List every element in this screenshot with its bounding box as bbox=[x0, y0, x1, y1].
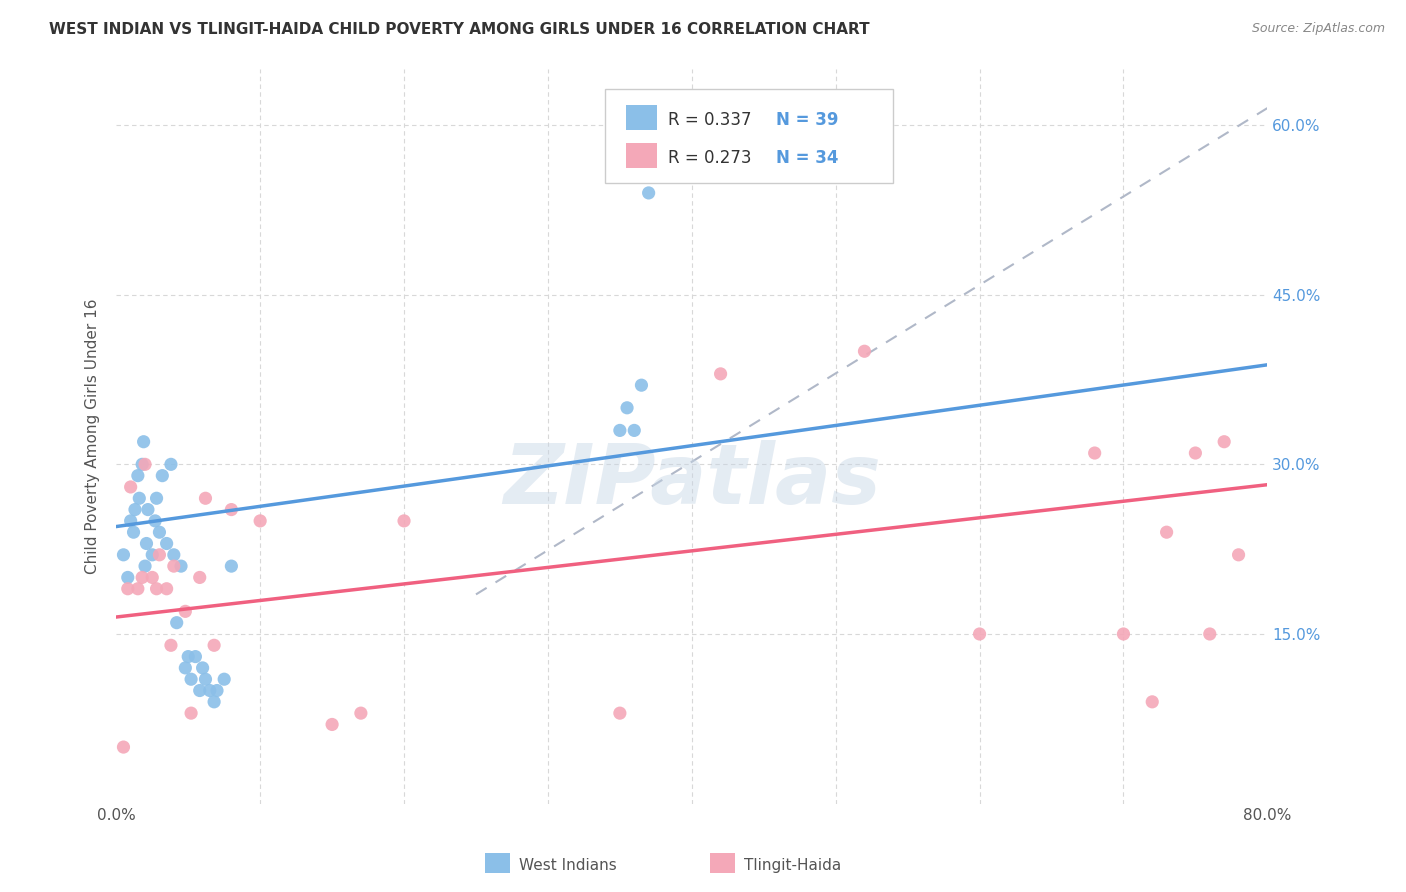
Point bbox=[609, 706, 631, 720]
Text: WEST INDIAN VS TLINGIT-HAIDA CHILD POVERTY AMONG GIRLS UNDER 16 CORRELATION CHAR: WEST INDIAN VS TLINGIT-HAIDA CHILD POVER… bbox=[49, 22, 870, 37]
Point bbox=[1084, 446, 1107, 460]
Point bbox=[120, 480, 142, 494]
Point bbox=[160, 638, 183, 652]
Point bbox=[134, 458, 156, 472]
Point bbox=[853, 344, 876, 359]
Point bbox=[141, 548, 163, 562]
Point bbox=[163, 559, 186, 574]
Point bbox=[180, 706, 202, 720]
Point bbox=[1213, 434, 1236, 449]
Point bbox=[202, 638, 225, 652]
Point bbox=[623, 424, 645, 438]
Text: R = 0.273: R = 0.273 bbox=[668, 149, 751, 167]
Point bbox=[1198, 627, 1220, 641]
Point bbox=[198, 683, 221, 698]
Point bbox=[392, 514, 415, 528]
Text: Source: ZipAtlas.com: Source: ZipAtlas.com bbox=[1251, 22, 1385, 36]
Point bbox=[609, 424, 631, 438]
Point bbox=[134, 559, 156, 574]
Point bbox=[131, 458, 153, 472]
Point bbox=[145, 582, 167, 596]
Point bbox=[177, 649, 200, 664]
Point bbox=[184, 649, 207, 664]
Point bbox=[1184, 446, 1206, 460]
Point bbox=[969, 627, 991, 641]
Text: Tlingit-Haida: Tlingit-Haida bbox=[744, 858, 841, 872]
Point bbox=[122, 525, 145, 540]
Text: N = 34: N = 34 bbox=[776, 149, 838, 167]
Point bbox=[194, 491, 217, 506]
Point bbox=[127, 468, 149, 483]
Text: ZIPatlas: ZIPatlas bbox=[503, 440, 880, 521]
Point bbox=[180, 672, 202, 686]
Point bbox=[117, 570, 139, 584]
Point bbox=[1142, 695, 1164, 709]
Point bbox=[221, 502, 243, 516]
Point bbox=[117, 582, 139, 596]
Point bbox=[141, 570, 163, 584]
Point bbox=[124, 502, 146, 516]
Point bbox=[191, 661, 214, 675]
Point bbox=[1112, 627, 1135, 641]
Point bbox=[112, 740, 135, 755]
Point bbox=[160, 458, 183, 472]
Point bbox=[135, 536, 157, 550]
Point bbox=[170, 559, 193, 574]
Point bbox=[249, 514, 271, 528]
Point bbox=[136, 502, 159, 516]
Point bbox=[321, 717, 343, 731]
Point bbox=[148, 548, 170, 562]
Point bbox=[148, 525, 170, 540]
Point bbox=[128, 491, 150, 506]
Point bbox=[637, 186, 659, 200]
Point bbox=[166, 615, 188, 630]
Point bbox=[212, 672, 235, 686]
Point bbox=[350, 706, 373, 720]
Text: West Indians: West Indians bbox=[519, 858, 617, 872]
Point bbox=[1156, 525, 1178, 540]
Point bbox=[221, 559, 243, 574]
Point bbox=[120, 514, 142, 528]
Point bbox=[194, 672, 217, 686]
Point bbox=[188, 683, 211, 698]
Point bbox=[616, 401, 638, 415]
Point bbox=[150, 468, 173, 483]
Point bbox=[710, 367, 733, 381]
Point bbox=[145, 491, 167, 506]
Text: N = 39: N = 39 bbox=[776, 112, 838, 129]
Point bbox=[156, 582, 179, 596]
Point bbox=[205, 683, 228, 698]
Point bbox=[156, 536, 179, 550]
Point bbox=[1227, 548, 1250, 562]
Point bbox=[112, 548, 135, 562]
Point bbox=[132, 434, 155, 449]
Point bbox=[163, 548, 186, 562]
Point bbox=[174, 604, 197, 618]
Point bbox=[127, 582, 149, 596]
Point bbox=[174, 661, 197, 675]
Y-axis label: Child Poverty Among Girls Under 16: Child Poverty Among Girls Under 16 bbox=[86, 298, 100, 574]
Point bbox=[188, 570, 211, 584]
Point bbox=[202, 695, 225, 709]
Point bbox=[630, 378, 652, 392]
Point bbox=[143, 514, 166, 528]
Text: R = 0.337: R = 0.337 bbox=[668, 112, 751, 129]
Point bbox=[131, 570, 153, 584]
